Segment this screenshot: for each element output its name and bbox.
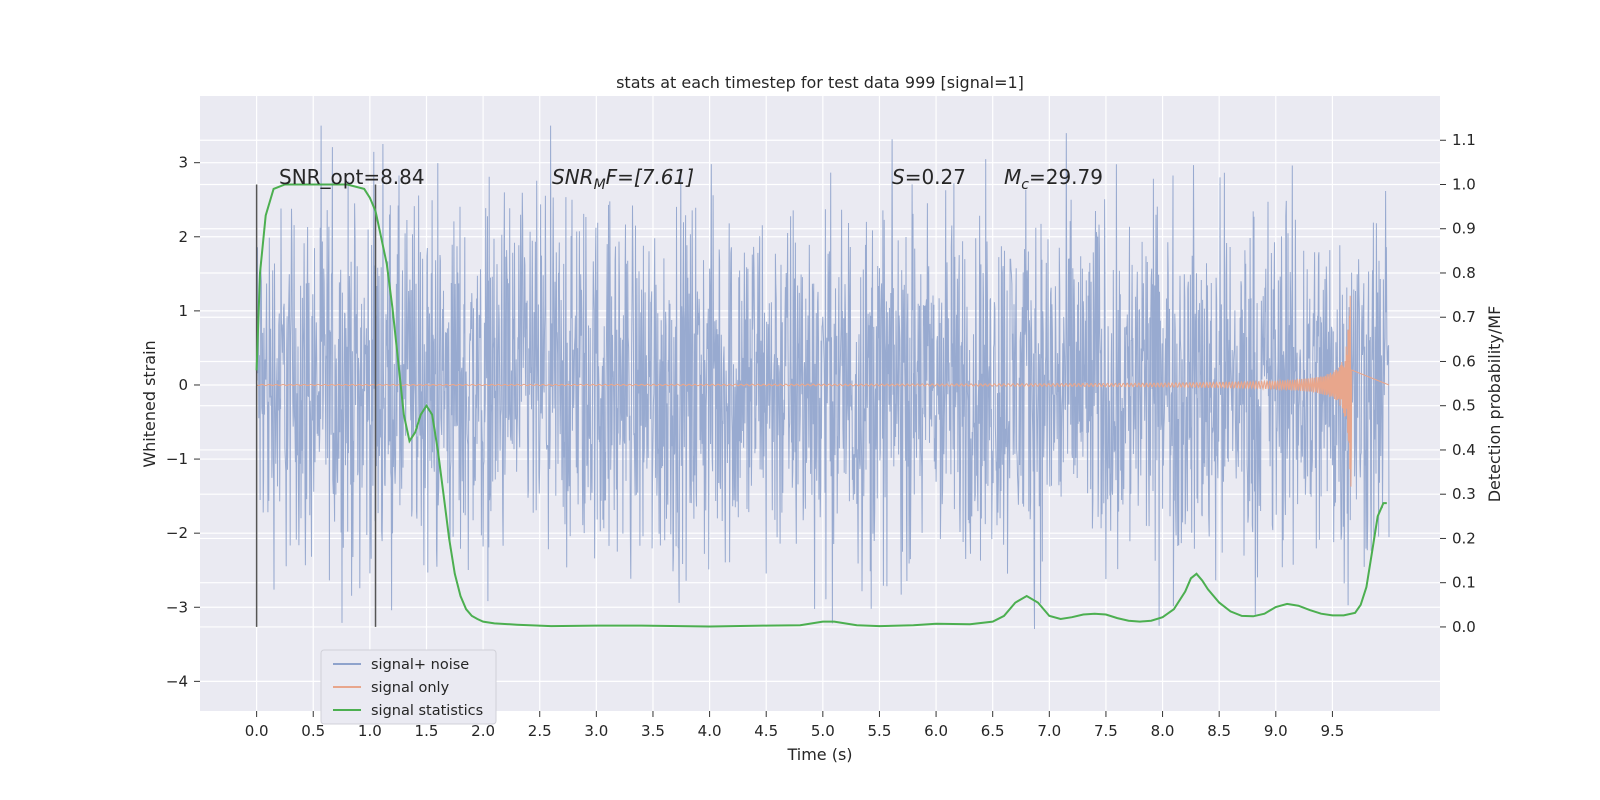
signal-plus-noise-line xyxy=(256,125,1390,630)
legend-box xyxy=(320,649,497,725)
y-tick-label: 2 xyxy=(178,228,188,246)
y2-tick-label: 0.9 xyxy=(1452,220,1476,238)
y2-tick-labels: 1.1 1.0 0.9 0.8 0.7 0.6 0.5 0.4 0.3 0.2 0.1 0.0 xyxy=(1440,131,1476,636)
vertical-markers xyxy=(255,184,377,627)
x-tick-label: 1.5 xyxy=(415,722,439,740)
snr-mf-value: F=[7.61] xyxy=(606,165,694,189)
x-tick-label: 9.5 xyxy=(1320,722,1344,740)
signal-statistics-line xyxy=(255,183,1387,628)
y-axis-label: Whitened strain xyxy=(140,340,159,467)
snr-mf-annotation: SNRMF=[7.61] xyxy=(552,165,694,193)
x-tick-label: 3.0 xyxy=(584,722,608,740)
x-tick-label: 4.0 xyxy=(698,722,722,740)
s-annotation: S=0.27 xyxy=(892,165,966,189)
x-tick-label: 8.5 xyxy=(1207,722,1231,740)
x-tick-label: 2.5 xyxy=(528,722,552,740)
s-value: =0.27 xyxy=(905,165,966,189)
mc-value: =29.79 xyxy=(1029,165,1103,189)
y-tick-label: −2 xyxy=(166,524,188,542)
legend-label-signal: signal only xyxy=(371,680,450,696)
y-tick-labels: 3 2 1 0 −1 −2 −3 −4 xyxy=(166,154,200,690)
y2-tick-label: 0.3 xyxy=(1452,485,1476,503)
y2-tick-label: 0.7 xyxy=(1452,308,1476,326)
x-tick-label: 0.0 xyxy=(245,722,269,740)
y-tick-label: −4 xyxy=(166,672,188,690)
x-tick-label: 5.5 xyxy=(868,722,892,740)
y2-tick-label: 0.4 xyxy=(1452,441,1476,459)
snr-mf-subscript: M xyxy=(594,177,606,193)
y2-tick-label: 0.0 xyxy=(1452,618,1476,636)
x-tick-labels: 0.0 0.5 1.0 1.5 2.0 2.5 3.0 3.5 4.0 4.5 5.0 5.5 6.0 6… xyxy=(245,711,1344,740)
mc-subscript: c xyxy=(1021,177,1029,193)
snr-mf-symbol: SNR xyxy=(552,165,594,189)
x-tick-label: 3.5 xyxy=(641,722,665,740)
y-tick-label: 0 xyxy=(178,376,188,394)
snr-opt-annotation: SNR_opt=8.84 xyxy=(279,165,425,189)
y-tick-label: −3 xyxy=(166,598,188,616)
y2-tick-label: 0.6 xyxy=(1452,352,1476,370)
signal-only-line xyxy=(256,295,1390,487)
legend-label-stats: signal statistics xyxy=(371,703,483,719)
mc-symbol: M xyxy=(1004,165,1021,189)
x-tick-label: 7.5 xyxy=(1094,722,1118,740)
x-tick-label: 1.0 xyxy=(358,722,382,740)
chart-title: stats at each timestep for test data 999… xyxy=(616,73,1024,92)
x-tick-label: 6.5 xyxy=(981,722,1005,740)
x-tick-label: 2.0 xyxy=(471,722,495,740)
y-tick-label: 1 xyxy=(178,302,188,320)
x-axis-label: Time (s) xyxy=(786,745,852,764)
s-symbol: S xyxy=(892,165,905,189)
y-tick-label: −1 xyxy=(166,450,188,468)
x-tick-label: 0.5 xyxy=(301,722,325,740)
y2-tick-label: 1.0 xyxy=(1452,175,1476,193)
y2-axis-label: Detection probability/MF xyxy=(1485,306,1504,503)
x-tick-label: 6.0 xyxy=(924,722,948,740)
y2-tick-label: 0.1 xyxy=(1452,574,1476,592)
legend: signal+ noise signal only signal statist… xyxy=(320,649,497,725)
y2-tick-label: 0.2 xyxy=(1452,529,1476,547)
mc-annotation: Mc=29.79 xyxy=(1004,165,1103,193)
y2-tick-label: 0.8 xyxy=(1452,264,1476,282)
x-tick-label: 4.5 xyxy=(754,722,778,740)
x-tick-label: 5.0 xyxy=(811,722,835,740)
y2-tick-label: 0.5 xyxy=(1452,397,1476,415)
x-tick-label: 7.0 xyxy=(1037,722,1061,740)
x-tick-label: 8.0 xyxy=(1151,722,1175,740)
y-tick-label: 3 xyxy=(178,154,188,172)
x-tick-label: 9.0 xyxy=(1264,722,1288,740)
y2-tick-label: 1.1 xyxy=(1452,131,1476,149)
signal-plus-noise-series xyxy=(256,125,1390,630)
legend-label-noise: signal+ noise xyxy=(371,657,469,673)
signal-statistics-series xyxy=(255,183,1387,628)
signal-only-series xyxy=(256,295,1390,487)
